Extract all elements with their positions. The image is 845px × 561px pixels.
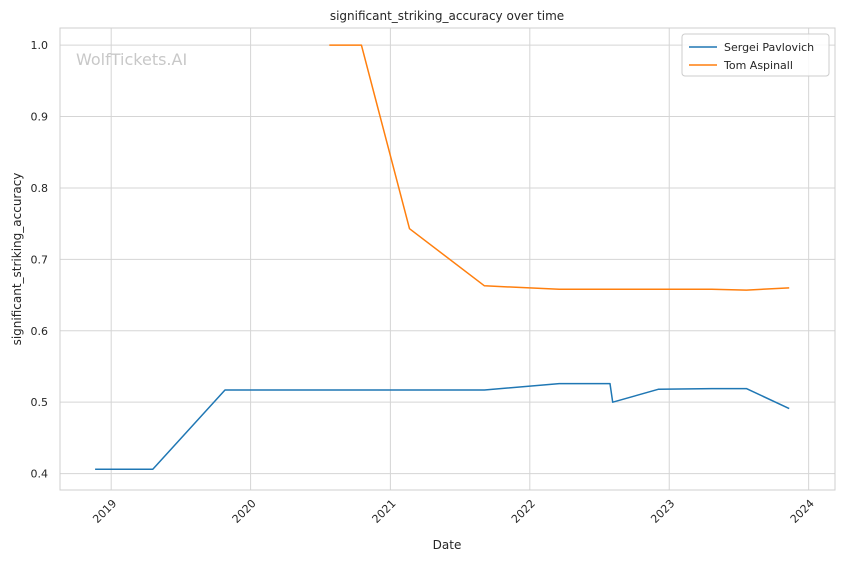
series-line-sergei-pavlovich [95, 382, 790, 471]
x-tick-label: 2020 [230, 497, 259, 526]
legend-entry: Sergei Pavlovich [724, 41, 814, 54]
y-tick-label: 0.4 [31, 468, 49, 481]
y-tick-label: 0.8 [31, 182, 49, 195]
y-tick-labels: 0.4 0.5 0.6 0.7 0.8 0.9 1.0 [31, 39, 49, 480]
x-tick-labels: 2019 2020 2021 2022 2023 2024 [90, 497, 816, 526]
x-axis-label: Date [433, 538, 462, 552]
legend-box [681, 33, 830, 77]
legend: Sergei Pavlovich Tom Aspinall [681, 33, 830, 77]
x-tick-label: 2024 [788, 497, 817, 526]
x-tick-label: 2023 [648, 497, 677, 526]
y-tick-label: 0.7 [31, 253, 49, 266]
x-tick-label: 2021 [370, 497, 399, 526]
y-tick-label: 0.6 [31, 325, 49, 338]
y-tick-label: 0.5 [31, 396, 49, 409]
chart-title: significant_striking_accuracy over time [330, 9, 564, 23]
x-tick-label: 2019 [90, 497, 119, 526]
series-lines [95, 44, 790, 471]
y-tick-label: 1.0 [31, 39, 49, 52]
x-tick-label: 2022 [509, 497, 538, 526]
plot-frame [59, 27, 836, 491]
y-tick-label: 0.9 [31, 111, 49, 124]
y-axis-label: significant_striking_accuracy [10, 173, 24, 346]
series-line-tom-aspinall [329, 44, 790, 291]
grid [60, 28, 835, 490]
watermark: WolfTickets.AI [76, 50, 187, 69]
legend-entry: Tom Aspinall [723, 59, 793, 72]
